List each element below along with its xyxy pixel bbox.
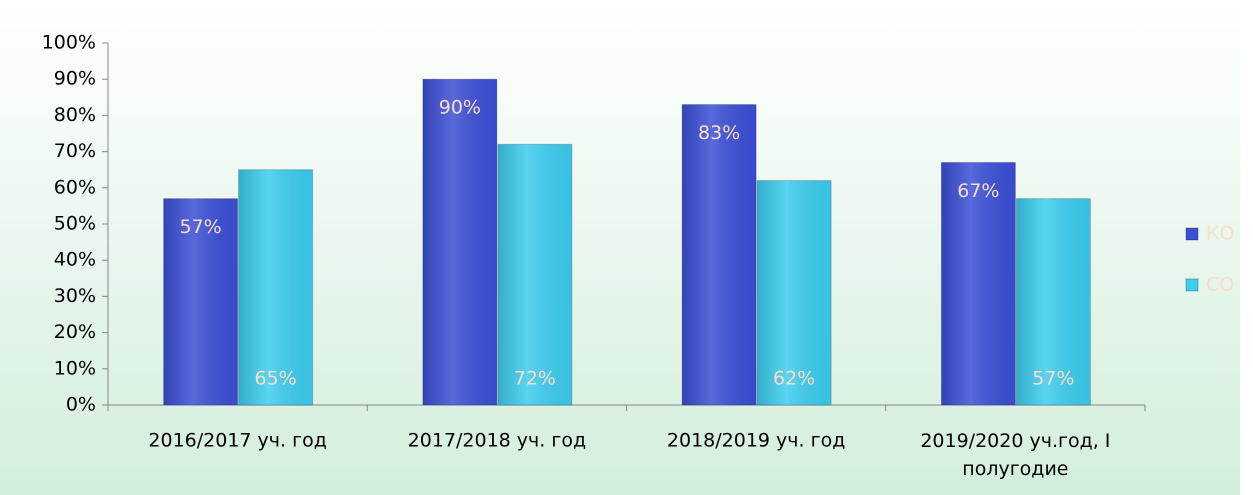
legend-swatch	[1185, 227, 1199, 241]
legend-label: СО	[1206, 274, 1234, 296]
y-tick-label: 70%	[54, 140, 96, 162]
value-label: 72%	[514, 368, 556, 390]
value-label: 90%	[439, 97, 481, 119]
legend-swatch	[1185, 278, 1199, 292]
bar-shine	[1016, 198, 1091, 405]
y-tick-label: 40%	[54, 249, 96, 271]
value-label: 65%	[255, 368, 297, 390]
y-tick-label: 0%	[66, 394, 96, 416]
bar-shine	[682, 104, 757, 405]
value-label: 67%	[957, 180, 999, 202]
bar-shine	[163, 198, 238, 405]
bar-shine	[422, 79, 497, 405]
bar-shine	[941, 162, 1016, 405]
y-tick-label: 30%	[54, 285, 96, 307]
bar-shine	[238, 169, 313, 405]
value-label: 62%	[773, 368, 815, 390]
value-label: 83%	[698, 122, 740, 144]
y-tick-label: 90%	[54, 68, 96, 90]
y-tick-label: 80%	[54, 104, 96, 126]
legend-label: КО	[1206, 223, 1234, 245]
y-tick-label: 20%	[54, 321, 96, 343]
x-tick-label: 2017/2018 уч. год	[408, 430, 586, 452]
y-tick-label: 10%	[54, 357, 96, 379]
value-label: 57%	[1032, 368, 1074, 390]
x-tick-label: 2016/2017 уч. год	[148, 430, 326, 452]
y-tick-label: 100%	[42, 32, 96, 54]
y-tick-label: 50%	[54, 213, 96, 235]
bar-shine	[757, 180, 832, 405]
value-label: 57%	[180, 216, 222, 238]
bar-shine	[497, 144, 572, 406]
x-tick-label: 2018/2019 уч. год	[667, 430, 845, 452]
y-tick-label: 60%	[54, 176, 96, 198]
